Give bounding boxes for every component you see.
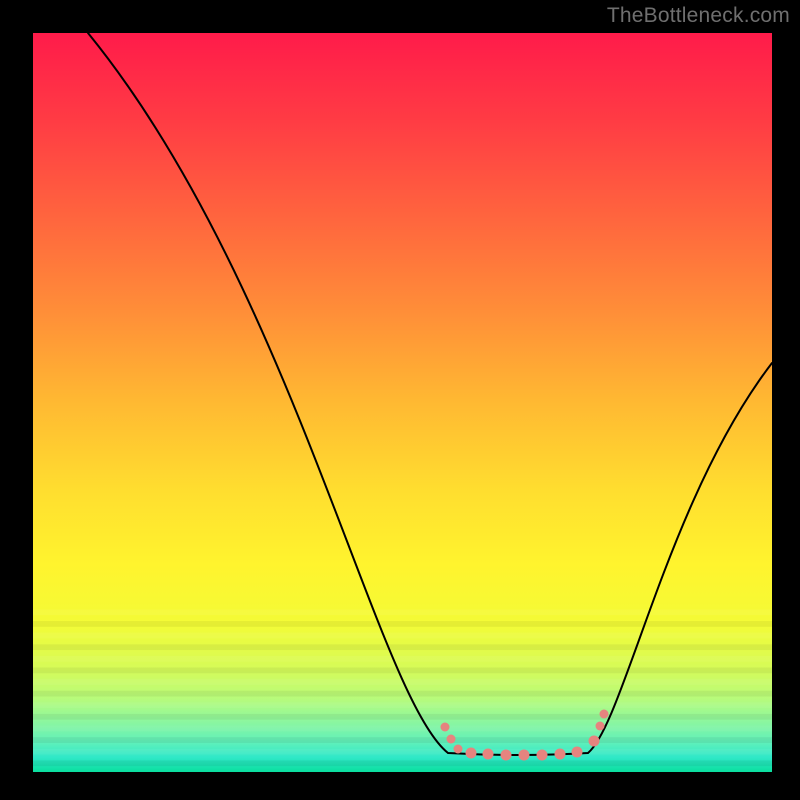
valley-dot [572, 747, 583, 758]
valley-dot [555, 749, 566, 760]
valley-dot [466, 748, 477, 759]
valley-dot [441, 723, 450, 732]
bottleneck-curve [33, 33, 772, 772]
valley-dot [596, 722, 605, 731]
valley-dot [483, 749, 494, 760]
valley-dot [600, 710, 609, 719]
valley-dot [519, 750, 530, 761]
valley-dot [501, 750, 512, 761]
plot-area [33, 33, 772, 772]
valley-dot [447, 735, 456, 744]
watermark-text: TheBottleneck.com [607, 4, 790, 28]
valley-dot [537, 750, 548, 761]
valley-dot [589, 736, 600, 747]
valley-dot [454, 745, 463, 754]
